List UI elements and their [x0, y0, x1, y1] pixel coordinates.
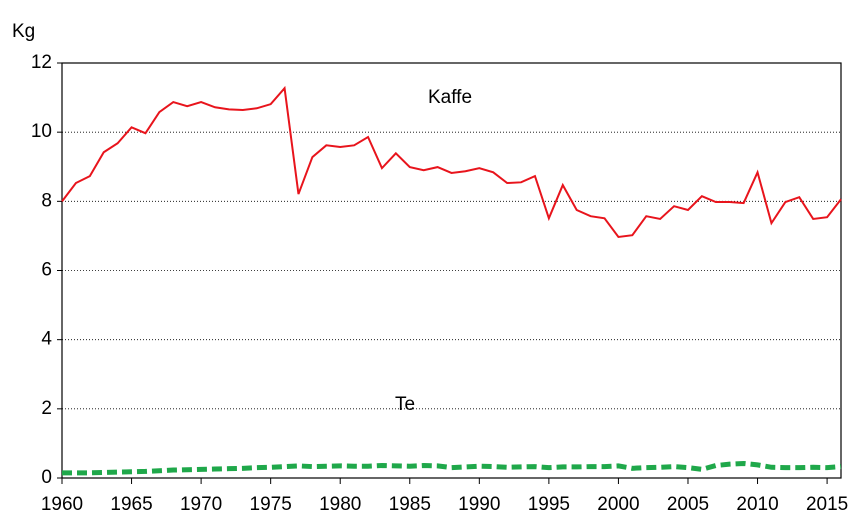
annotation: Kaffe	[428, 87, 472, 108]
x-tick-label: 1990	[458, 494, 500, 515]
x-tick-label: 1980	[319, 494, 361, 515]
data-line	[61, 85, 842, 239]
x-tick-label: 1960	[41, 494, 83, 515]
x-tick-label: 1965	[110, 494, 152, 515]
x-tick-label: 2010	[736, 494, 778, 515]
plot-frame	[61, 62, 842, 479]
x-tick-label: 1970	[180, 494, 222, 515]
y-tick-label: 6	[41, 260, 52, 281]
data-line	[62, 460, 842, 476]
x-tick-label: 2015	[806, 494, 848, 515]
x-tick-label: 1985	[389, 494, 431, 515]
y-tick-label: 8	[41, 190, 52, 211]
y-tick-label: 2	[41, 398, 52, 419]
y-tick-label: 10	[31, 121, 52, 142]
annotation: Te	[395, 394, 415, 415]
x-tick-label: 2000	[597, 494, 639, 515]
x-tick-label: 2005	[667, 494, 709, 515]
x-tick-label: 1975	[250, 494, 292, 515]
x-tick-label: 1995	[528, 494, 570, 515]
y-tick-label: 0	[41, 467, 52, 488]
y-tick-label: 4	[41, 329, 52, 350]
y-tick-label: 12	[31, 52, 52, 73]
y-axis-label: Kg	[12, 21, 35, 42]
